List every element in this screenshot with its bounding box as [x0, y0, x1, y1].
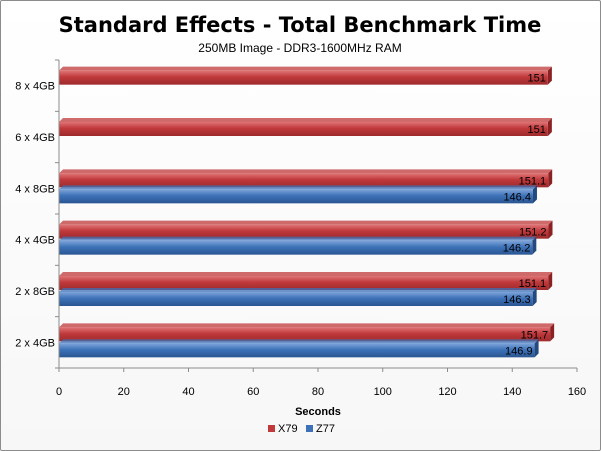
- data-label-x79-4-x-8gb: 151.1: [519, 175, 547, 187]
- category-label-4-x-4gb: 4 x 4GB: [15, 235, 55, 247]
- bar-x79-6-x-4gb: [59, 122, 548, 136]
- bar-top-x79-4-x-4gb: [59, 220, 553, 225]
- bar-side-x79-2-x-8gb: [548, 272, 553, 290]
- bar-x79-4-x-8gb: [59, 173, 549, 188]
- bar-top-z77-4-x-4gb: [59, 236, 537, 241]
- x-tick-label-40: 40: [182, 386, 194, 398]
- bar-top-x79-4-x-8gb: [59, 169, 553, 174]
- bar-top-x79-2-x-4gb: [59, 323, 555, 328]
- bar-side-x79-4-x-8gb: [548, 169, 553, 188]
- legend-swatch-z77: [306, 425, 313, 432]
- data-label-x79-6-x-4gb: 151: [528, 124, 546, 136]
- legend-label-z77: Z77: [316, 423, 335, 435]
- bar-side-x79-4-x-4gb: [548, 220, 553, 239]
- category-label-8-x-4gb: 8 x 4GB: [15, 81, 55, 93]
- bar-z77-2-x-8gb: [59, 292, 533, 306]
- x-tick-label-80: 80: [312, 386, 324, 398]
- bar-side-z77-4-x-4gb: [532, 236, 537, 255]
- bar-side-z77-4-x-8gb: [532, 185, 537, 204]
- data-label-z77-4-x-8gb: 146.4: [503, 191, 531, 203]
- data-label-z77-2-x-8gb: 146.3: [503, 294, 531, 306]
- bar-side-x79-8-x-4gb: [547, 66, 552, 85]
- chart-title: Standard Effects - Total Benchmark Time: [59, 13, 542, 37]
- bar-side-z77-2-x-8gb: [532, 288, 537, 306]
- x-tick-label-60: 60: [247, 386, 259, 398]
- x-tick-label-20: 20: [118, 386, 130, 398]
- category-labels: 8 x 4GB 6 x 4GB 4 x 8GB 4 x 4GB 2 x 8GB 2 x 4…: [15, 59, 59, 369]
- legend: X79 Z77: [268, 423, 335, 435]
- data-label-z77-4-x-4gb: 146.2: [503, 243, 531, 255]
- bar-z77-4-x-8gb: [59, 189, 533, 204]
- bar-side-x79-2-x-4gb: [550, 323, 555, 342]
- bar-top-x79-8-x-4gb: [59, 66, 552, 71]
- data-label-x79-2-x-4gb: 151.7: [521, 329, 549, 341]
- bar-side-x79-6-x-4gb: [547, 118, 552, 136]
- x-axis-title: Seconds: [295, 406, 341, 418]
- bar-top-z77-4-x-8gb: [59, 185, 537, 190]
- x-tick-label-100: 100: [374, 386, 392, 398]
- x-tick-label-160: 160: [568, 386, 586, 398]
- bar-z77-4-x-4gb: [59, 240, 533, 255]
- bar-x79-4-x-4gb: [59, 224, 549, 239]
- x-tick-label-0: 0: [56, 386, 62, 398]
- bar-top-x79-2-x-8gb: [59, 272, 553, 276]
- data-label-x79-8-x-4gb: 151: [528, 73, 546, 85]
- bar-side-z77-2-x-4gb: [534, 339, 539, 358]
- legend-swatch-x79: [268, 425, 275, 432]
- bar-x79-8-x-4gb: [59, 70, 548, 85]
- category-label-6-x-4gb: 6 x 4GB: [15, 132, 55, 144]
- category-label-2-x-4gb: 2 x 4GB: [15, 337, 55, 349]
- legend-label-x79: X79: [278, 423, 298, 435]
- x-tick-labels: 0 20 40 60 80 100 120 140 160: [56, 368, 586, 398]
- category-label-2-x-8gb: 2 x 8GB: [15, 286, 55, 298]
- chart-subtitle: 250MB Image - DDR3-1600MHz RAM: [198, 41, 401, 55]
- data-label-x79-2-x-8gb: 151.1: [519, 278, 547, 290]
- x-tick-label-140: 140: [503, 386, 521, 398]
- bar-top-z77-2-x-4gb: [59, 339, 539, 344]
- data-label-x79-4-x-4gb: 151.2: [519, 227, 547, 239]
- bar-z77-2-x-4gb: [59, 343, 535, 358]
- x-tick-label-120: 120: [438, 386, 456, 398]
- bar-x79-2-x-8gb: [59, 276, 549, 290]
- bar-top-z77-2-x-8gb: [59, 288, 537, 292]
- category-label-4-x-8gb: 4 x 8GB: [15, 183, 55, 195]
- data-label-z77-2-x-4gb: 146.9: [505, 345, 533, 357]
- bar-top-x79-6-x-4gb: [59, 118, 552, 122]
- bars-layer: 151 151 151.1 146.4 151.2 146.2 151.1 146.3 151.…: [59, 66, 555, 358]
- bar-x79-2-x-4gb: [59, 327, 551, 342]
